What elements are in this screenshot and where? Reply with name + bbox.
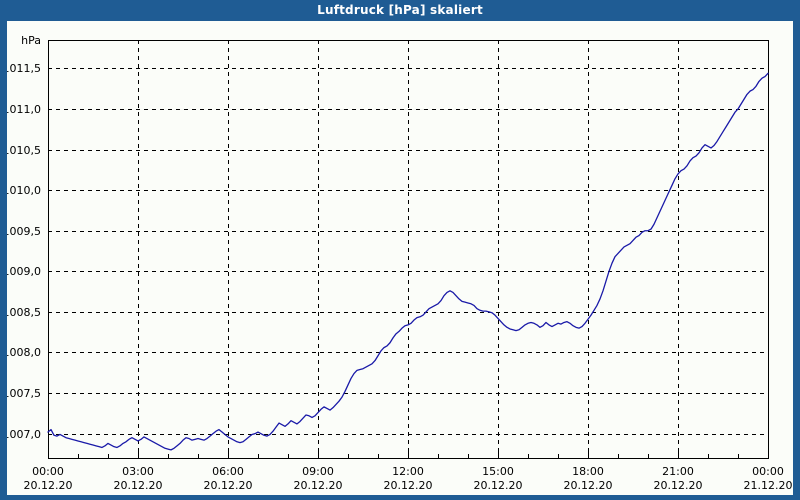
y-axis-tick-label: 1009,0: [7, 265, 41, 278]
y-axis-ticks: [48, 68, 52, 435]
x-axis-time-label: 00:00: [32, 465, 64, 478]
x-axis-date-label: 20.12.20: [474, 479, 523, 492]
y-axis-tick-label: 1008,5: [7, 306, 41, 319]
x-axis-date-label: 20.12.20: [294, 479, 343, 492]
axis-frame: [48, 40, 769, 459]
y-axis-tick-label: 1010,0: [7, 184, 41, 197]
x-axis-date-label: 20.12.20: [564, 479, 613, 492]
vertical-gridlines: [138, 40, 679, 458]
pressure-series-line: [47, 72, 769, 451]
x-axis-date-label: 20.12.20: [24, 479, 73, 492]
x-axis-date-label: 20.12.20: [384, 479, 433, 492]
x-axis-date-label: 21.12.20: [744, 479, 793, 492]
x-axis-time-label: 09:00: [302, 465, 334, 478]
x-axis-date-label: 20.12.20: [654, 479, 703, 492]
y-axis-tick-label: 1010,5: [7, 144, 41, 157]
x-axis-time-label: 15:00: [482, 465, 514, 478]
horizontal-gridlines: [48, 68, 768, 435]
y-axis-tick-label: 1008,0: [7, 346, 41, 359]
x-axis-time-label: 12:00: [392, 465, 424, 478]
pressure-line-chart: 1007,0 1007,5 1008,0 1008,5 1009,0 1009,5 1010…: [7, 34, 793, 492]
y-axis-labels: 1007,0 1007,5 1008,0 1008,5 1009,0 1009,5 1010…: [7, 62, 41, 441]
x-axis-time-label: 06:00: [212, 465, 244, 478]
y-axis-tick-label: 1011,0: [7, 103, 41, 116]
x-axis-ticks: [48, 452, 769, 458]
x-axis-time-label: 00:00: [752, 465, 784, 478]
x-axis-time-label: 03:00: [122, 465, 154, 478]
x-axis-labels: 00:0020.12.2003:0020.12.2006:0020.12.200…: [24, 465, 793, 492]
x-axis-time-label: 18:00: [572, 465, 604, 478]
x-axis-date-label: 20.12.20: [114, 479, 163, 492]
y-axis-tick-label: 1009,5: [7, 225, 41, 238]
y-axis-tick-label: 1007,5: [7, 387, 41, 400]
x-axis-date-label: 20.12.20: [204, 479, 253, 492]
y-axis-tick-label: 1011,5: [7, 62, 41, 75]
window-title: Luftdruck [hPa] skaliert: [7, 0, 793, 21]
y-axis-tick-label: 1007,0: [7, 428, 41, 441]
y-axis-unit-label: hPa: [21, 34, 41, 47]
x-axis-time-label: 21:00: [662, 465, 694, 478]
plot-area: 1007,0 1007,5 1008,0 1008,5 1009,0 1009,5 1010…: [7, 21, 793, 495]
